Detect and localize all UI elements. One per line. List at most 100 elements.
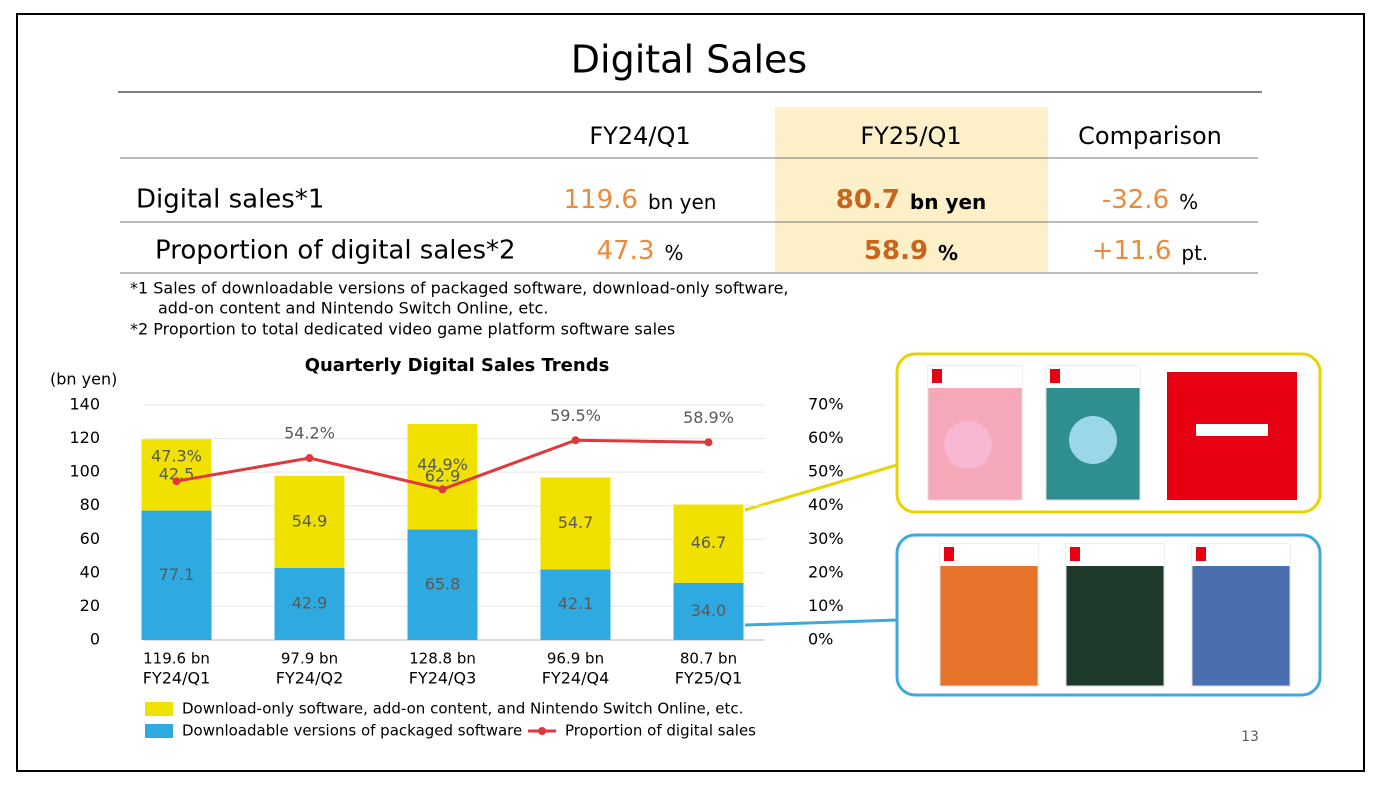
line-point xyxy=(571,436,580,445)
y-tick-label: 20 xyxy=(80,596,100,615)
online-logo xyxy=(1196,424,1268,436)
switch-logo xyxy=(1050,369,1060,383)
y2-tick-label: 30% xyxy=(808,529,844,548)
legend-swatch xyxy=(538,727,546,735)
y2-tick-label: 70% xyxy=(808,395,844,414)
line-point xyxy=(704,438,713,447)
line-point xyxy=(305,454,314,463)
bar-value-label: 65.8 xyxy=(425,574,461,593)
bar-value-label: 42.9 xyxy=(292,593,328,612)
bar-value-label: 62.9 xyxy=(425,466,461,485)
y2-tick-label: 20% xyxy=(808,562,844,581)
connector xyxy=(744,618,898,627)
bar-segment xyxy=(141,439,212,511)
footnote: *1 Sales of downloadable versions of pac… xyxy=(130,279,789,298)
x-tick-label: FY24/Q4 xyxy=(542,669,610,688)
line-value-label: 59.5% xyxy=(550,406,601,425)
bar-segment xyxy=(407,423,478,530)
line-point xyxy=(172,477,181,486)
bar-segment xyxy=(274,567,345,640)
x-tick-label: FY24/Q3 xyxy=(409,669,477,688)
cell-value: +11.6 xyxy=(1092,236,1172,266)
table: FY24/Q1 FY25/Q1 Comparison Digital sales*1 1… xyxy=(120,122,1258,274)
bar-value-label: 54.7 xyxy=(558,513,594,532)
y2-tick-label: 40% xyxy=(808,495,844,514)
bar-segment xyxy=(540,477,611,570)
row-label: Proportion of digital sales*2 xyxy=(155,236,516,266)
bar-segment xyxy=(540,569,611,640)
total-label: 96.9 bn xyxy=(547,650,604,668)
y-axis-label: (bn yen) xyxy=(50,370,117,389)
line-point xyxy=(438,485,447,494)
chart: Quarterly Digital Sales Trends (bn yen) 0 2… xyxy=(50,355,844,740)
box-header xyxy=(928,366,1022,388)
x-tick-label: FY24/Q2 xyxy=(276,669,344,688)
switch-logo xyxy=(1196,547,1206,561)
connector xyxy=(744,463,898,512)
switch-logo xyxy=(944,547,954,561)
cell-unit: bn yen xyxy=(910,190,986,214)
bar-value-label: 54.9 xyxy=(292,511,328,530)
cell-value: 80.7 xyxy=(836,185,900,215)
y-tick-label: 40 xyxy=(80,562,100,581)
table-cell: 58.9% xyxy=(864,236,958,266)
switch-logo xyxy=(1070,547,1080,561)
cell-value: -32.6 xyxy=(1102,185,1169,215)
bar-segment xyxy=(141,510,212,640)
legend-swatch xyxy=(145,702,173,716)
table-cell: 119.6 bn yen xyxy=(564,185,717,215)
bar-segment xyxy=(673,582,744,640)
cell-unit: % xyxy=(664,241,683,265)
box-header xyxy=(940,544,1038,566)
bar-value-label: 34.0 xyxy=(691,601,727,620)
highlight-column xyxy=(775,107,1048,272)
column-header: Comparison xyxy=(1078,122,1222,150)
legend-swatch xyxy=(145,724,173,738)
bar-segment xyxy=(274,475,345,568)
footnote: *2 Proportion to total dedicated video g… xyxy=(130,320,675,339)
cell-unit: bn yen xyxy=(648,190,717,214)
row-label: Digital sales*1 xyxy=(136,185,324,215)
game-box xyxy=(939,543,1039,687)
x-tick-label: FY24/Q1 xyxy=(143,669,211,688)
column-header: FY24/Q1 xyxy=(589,122,690,150)
notes: *1 Sales of downloadable versions of pac… xyxy=(130,279,789,339)
bar-value-label: 42.1 xyxy=(558,594,594,613)
y2-tick-label: 10% xyxy=(808,596,844,615)
game-box xyxy=(1191,543,1291,687)
total-label: 119.6 bn xyxy=(143,650,210,668)
y2-tick-label: 60% xyxy=(808,428,844,447)
art xyxy=(944,421,992,469)
y-tick-label: 0 xyxy=(90,630,100,649)
bar-value-label: 46.7 xyxy=(691,533,727,552)
game-boxes xyxy=(927,365,1297,687)
legend-label: Proportion of digital sales xyxy=(565,722,756,740)
legend-label: Downloadable versions of packaged softwa… xyxy=(182,722,522,740)
y-tick-label: 80 xyxy=(80,495,100,514)
switch-logo xyxy=(932,369,942,383)
line-value-label: 47.3% xyxy=(151,447,202,466)
total-label: 97.9 bn xyxy=(281,650,338,668)
line-value-label: 44.9% xyxy=(417,455,468,474)
page-number: 13 xyxy=(1241,729,1259,745)
y-tick-label: 60 xyxy=(80,529,100,548)
total-label: 128.8 bn xyxy=(409,650,476,668)
slide-title: Digital Sales xyxy=(571,38,807,82)
chart-title: Quarterly Digital Sales Trends xyxy=(305,355,610,376)
table-cell: -32.6% xyxy=(1102,185,1198,215)
box-header xyxy=(1066,544,1164,566)
x-tick-label: FY25/Q1 xyxy=(675,669,743,688)
y-tick-label: 120 xyxy=(69,428,100,447)
y2-tick-label: 50% xyxy=(808,462,844,481)
line-value-label: 58.9% xyxy=(683,408,734,427)
footnote: add-on content and Nintendo Switch Onlin… xyxy=(158,299,548,318)
cell-unit: % xyxy=(938,241,958,265)
total-label: 80.7 bn xyxy=(680,650,737,668)
game-box xyxy=(1065,543,1165,687)
art xyxy=(1069,416,1117,464)
y-tick-label: 140 xyxy=(69,395,100,414)
bar-segment xyxy=(407,529,478,640)
line-value-label: 54.2% xyxy=(284,424,335,443)
table-cell: 47.3% xyxy=(597,236,684,266)
table-cell: +11.6 pt. xyxy=(1092,236,1209,266)
